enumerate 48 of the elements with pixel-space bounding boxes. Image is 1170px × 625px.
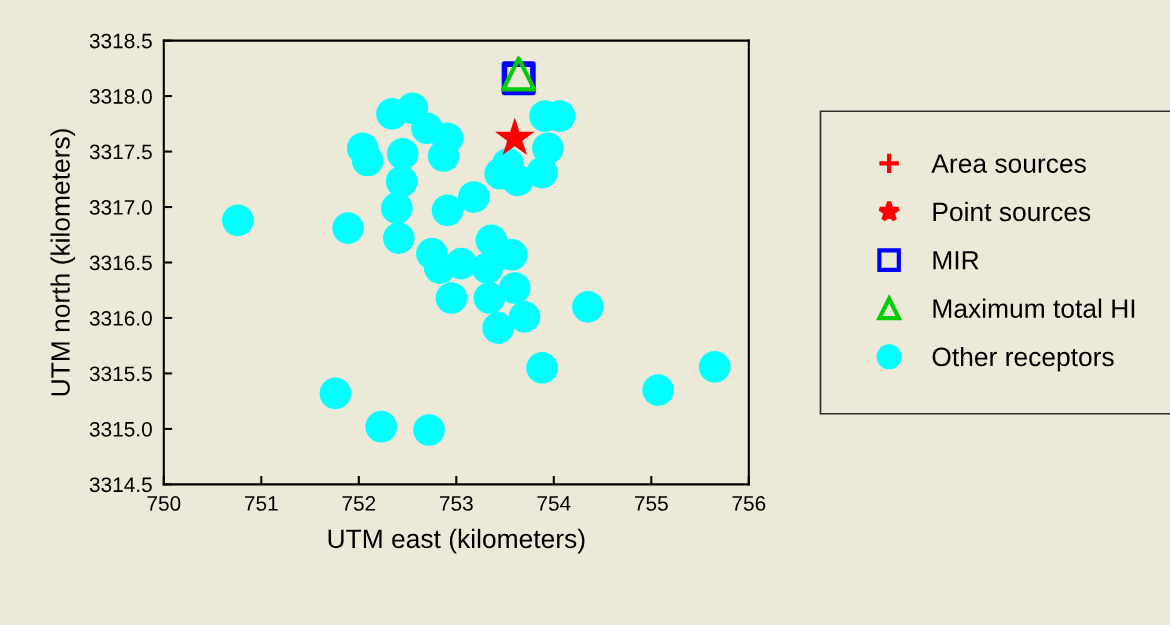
- x-tick-label: 750: [147, 496, 181, 511]
- point: [698, 350, 731, 383]
- legend-label: Area sources: [931, 154, 1086, 173]
- x-tick-label: 754: [537, 496, 571, 511]
- y-tick-label: 3317.0: [89, 200, 152, 215]
- point: [642, 374, 674, 406]
- point: [482, 312, 515, 344]
- y-axis-title: UTM north (kilometers): [50, 129, 76, 396]
- legend-label: MIR: [933, 251, 979, 270]
- y-tick-label: 3316.0: [89, 310, 152, 326]
- point: [494, 117, 535, 156]
- y-tick-label: 3315.5: [89, 366, 152, 382]
- x-tick-label: 751: [244, 496, 278, 511]
- point: [222, 204, 254, 237]
- x-tick-label: 756: [732, 496, 766, 511]
- point: [435, 282, 468, 314]
- y-tick-label: 3318.5: [89, 33, 152, 49]
- point: [382, 222, 415, 254]
- x-tick-label: 755: [634, 496, 668, 511]
- point: [458, 181, 490, 213]
- point: [431, 194, 464, 227]
- point: [496, 238, 528, 271]
- point: [445, 247, 478, 280]
- x-axis-title: UTM east (kilometers): [328, 528, 585, 554]
- point: [471, 252, 504, 284]
- y-tick-label: 3314.5: [89, 477, 152, 493]
- point: [365, 410, 398, 443]
- point: [498, 272, 531, 304]
- legend-label: Other receptors: [932, 346, 1114, 372]
- y-tick-label: 3317.5: [89, 144, 152, 160]
- y-tick-label: 3315.0: [89, 421, 152, 437]
- point: [380, 192, 413, 224]
- y-tick-label: 3316.5: [89, 255, 152, 271]
- point: [413, 414, 445, 446]
- legend-label: Point sources: [933, 201, 1091, 222]
- point: [386, 137, 419, 170]
- point: [473, 282, 506, 314]
- point: [501, 164, 534, 197]
- y-tick-label: 3318.0: [89, 89, 152, 104]
- point: [332, 212, 364, 244]
- x-tick-label: 753: [439, 496, 473, 511]
- point: [319, 377, 352, 410]
- point: [385, 165, 418, 198]
- point: [572, 291, 604, 323]
- point: [508, 301, 541, 333]
- point: [526, 352, 558, 384]
- legend-label: Maximum total HI: [933, 298, 1135, 318]
- x-tick-label: 752: [342, 496, 376, 511]
